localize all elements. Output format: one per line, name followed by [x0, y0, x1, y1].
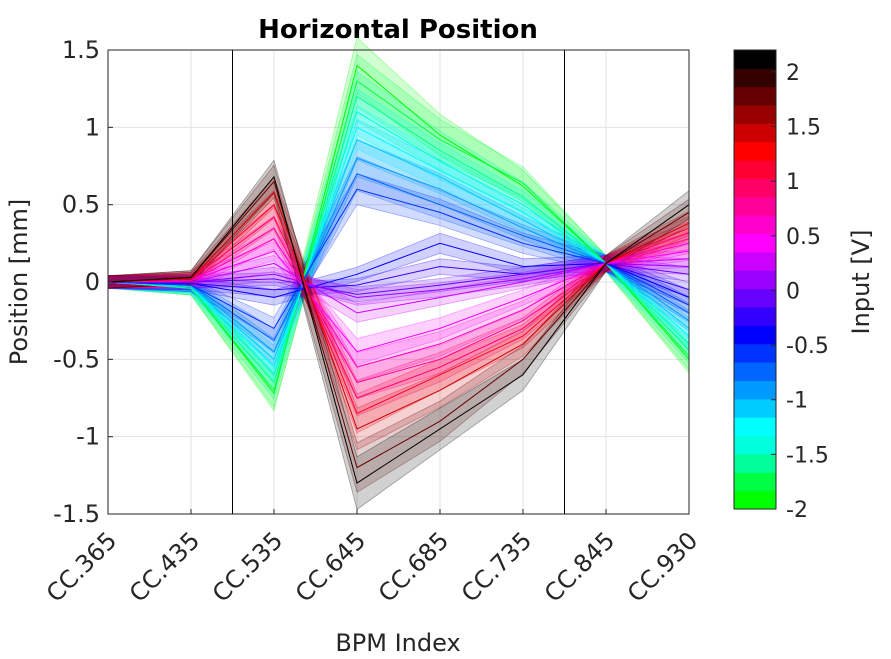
vertical-markers: [232, 50, 565, 514]
colorbar-segment: [734, 141, 776, 161]
series-line-2: [107, 95, 690, 384]
colorbar-segment: [734, 105, 776, 124]
series-line-16: [107, 227, 690, 384]
colorbar-tick-label: 1: [786, 170, 800, 195]
colorbar-tick-label: -0.5: [786, 334, 829, 359]
colorbar-segment: [734, 86, 776, 106]
colorbar-segment: [734, 50, 776, 69]
chart-title: Horizontal Position: [258, 15, 538, 45]
x-tick-label: CC.685: [373, 526, 454, 607]
colorbar-tick-label: 0.5: [786, 225, 821, 250]
x-tick-label: CC.435: [124, 526, 205, 607]
x-axis-label: BPM Index: [335, 629, 460, 657]
x-tick-label: CC.845: [539, 526, 620, 607]
x-tick-label: CC.365: [41, 526, 122, 607]
colorbar-segment: [734, 270, 776, 290]
y-tick-label: -0.5: [53, 345, 100, 373]
series-line-9: [107, 242, 690, 299]
series-line-11: [108, 262, 690, 295]
series-line-17: [107, 216, 690, 399]
colorbar-tick-label: 0: [786, 279, 800, 304]
colorbar-segment: [734, 325, 776, 345]
x-tick-label: CC.930: [622, 526, 703, 607]
series-line-15: [107, 238, 690, 368]
colorbar-segment: [734, 307, 776, 326]
y-tick-label: -1.5: [53, 500, 100, 528]
series-line-3: [107, 111, 690, 376]
series-lines: [107, 64, 690, 484]
colorbar-frame: [733, 49, 777, 510]
y-tick-label: 1: [85, 113, 100, 141]
colorbar-segment: [734, 196, 776, 216]
series-line-21: [107, 175, 690, 484]
series-line-14: [107, 250, 690, 353]
series-line-12: [108, 262, 690, 299]
colorbar-segment: [734, 380, 776, 400]
y-tick-label: 0: [85, 268, 100, 296]
series-line-1: [107, 80, 690, 392]
x-axis-ticks: CC.365 CC.435 CC.535 CC.645 CC.685 CC.735 CC.8…: [41, 509, 703, 608]
colorbar: -2 -1.5 -1 -0.5 0 0.5 1 1.5 2: [733, 49, 829, 523]
colorbar-segment: [734, 453, 776, 473]
series-line-8: [107, 188, 690, 330]
series-line-6: [107, 157, 690, 353]
colorbar-segment: [734, 160, 776, 180]
colorbar-tick-label: -1.5: [786, 443, 829, 468]
series-line-13: [108, 258, 690, 314]
colorbar-tick-label: -2: [786, 498, 808, 523]
colorbar-segment: [734, 490, 776, 510]
colorbar-segment: [734, 288, 776, 308]
colorbar-tick-label: 2: [786, 61, 800, 86]
colorbar-segment: [734, 215, 776, 235]
colorbar-segment: [734, 472, 776, 492]
series-line-5: [107, 139, 690, 361]
colorbar-tick-label: 1.5: [786, 116, 821, 141]
colorbar-segment: [734, 68, 776, 88]
colorbar-segment: [734, 435, 776, 455]
series-line-4: [107, 126, 690, 369]
y-axis-ticks: -1.5 -1 -0.5 0 0.5 1 1.5: [53, 36, 113, 528]
colorbar-segment: [734, 251, 776, 271]
colorbar-segment: [734, 233, 776, 253]
colorbar-tick-label: -1: [786, 389, 808, 414]
colorbar-label: Input [V]: [847, 230, 875, 335]
series-line-18: [107, 203, 690, 415]
y-axis-label: Position [mm]: [5, 199, 33, 366]
colorbar-segment: [734, 362, 776, 381]
y-tick-label: 1.5: [62, 36, 100, 64]
colorbar-segment: [734, 178, 776, 198]
x-tick-label: CC.535: [207, 526, 288, 607]
series-line-19: [107, 191, 690, 430]
x-tick-label: CC.735: [456, 526, 537, 607]
y-tick-label: -1: [76, 423, 100, 451]
colorbar-segment: [734, 417, 776, 437]
colorbar-segment: [734, 123, 776, 143]
colorbar-segment: [734, 343, 776, 363]
y-tick-label: 0.5: [62, 191, 100, 219]
series-line-7: [107, 173, 690, 342]
colorbar-segment: [734, 398, 776, 418]
x-tick-label: CC.645: [290, 526, 371, 607]
